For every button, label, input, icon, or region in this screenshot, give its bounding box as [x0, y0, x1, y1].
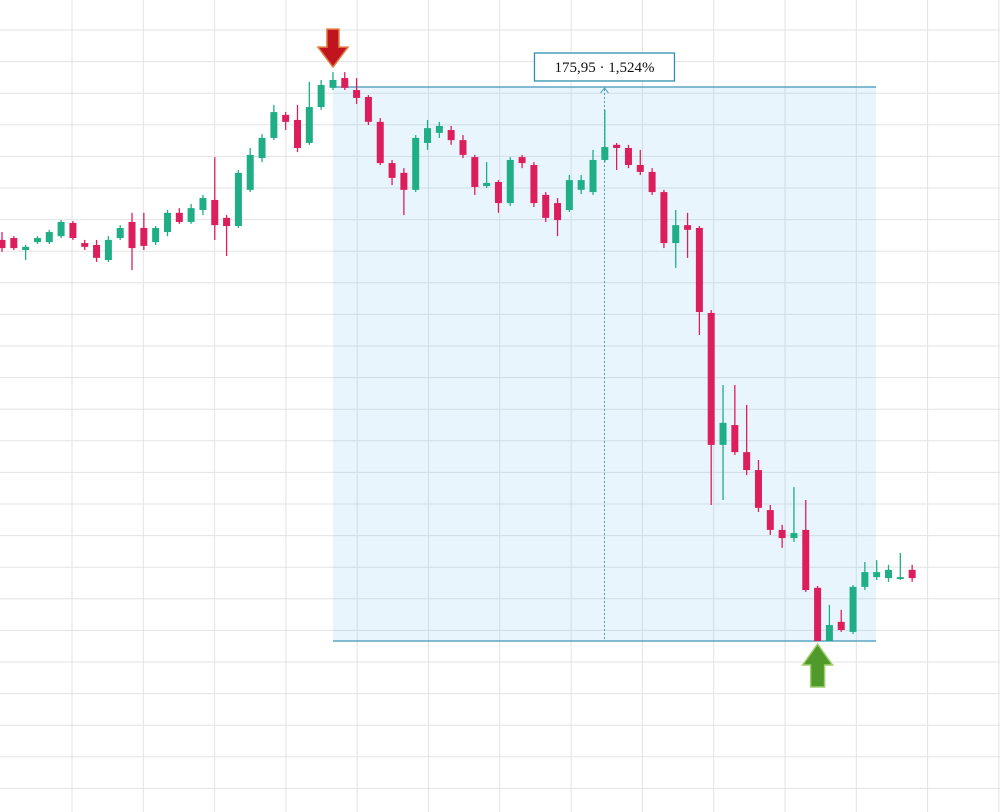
buy-arrow — [801, 642, 835, 688]
candle-body — [648, 171, 656, 193]
candle-body — [353, 90, 361, 98]
candle-body — [837, 621, 845, 631]
measure-area — [332, 86, 877, 641]
candle-body — [589, 159, 597, 193]
candle-body — [636, 164, 644, 172]
measure-label: 175,95 · 1,524% — [554, 60, 654, 76]
candle-body — [885, 569, 892, 579]
candle-body — [93, 244, 101, 258]
measure-label-box — [533, 52, 676, 82]
candle-body — [223, 217, 231, 227]
candle-body — [341, 78, 349, 88]
candle-body — [282, 114, 290, 122]
candle-body — [199, 198, 207, 211]
candle-body — [246, 154, 254, 190]
candle-body — [435, 125, 443, 133]
candle-body — [0, 239, 6, 249]
candle-body — [506, 159, 514, 204]
candle-body — [873, 572, 881, 578]
candle-body — [554, 203, 562, 221]
candle-body — [163, 212, 171, 233]
candle-body — [802, 529, 810, 591]
candle-body — [766, 510, 774, 530]
candle-body — [459, 140, 467, 155]
candle-body — [577, 180, 585, 190]
candle-body — [754, 470, 762, 508]
candle-body — [128, 221, 136, 249]
candle-body — [565, 180, 573, 211]
candle-body — [483, 182, 491, 187]
candle-body — [258, 137, 266, 159]
candle-body — [624, 147, 632, 165]
candle-body — [719, 422, 727, 445]
candle-body — [908, 569, 916, 579]
candle-body — [424, 128, 432, 143]
candle-body — [412, 137, 420, 190]
candle-body — [400, 172, 408, 190]
candle-body — [731, 425, 739, 453]
candles — [0, 72, 916, 642]
candle-body — [684, 225, 692, 230]
candle-body — [601, 147, 609, 160]
candle-body — [69, 222, 77, 239]
candle-body — [234, 172, 242, 227]
candle-body — [270, 112, 278, 138]
candle-body — [294, 119, 301, 148]
annotation: 175,95 · 1,524% — [316, 28, 835, 688]
candle-body — [814, 587, 822, 642]
candle-body — [22, 246, 30, 250]
candle-body — [447, 130, 455, 141]
candle-body — [672, 225, 680, 244]
candle-body — [104, 239, 112, 261]
candle-body — [790, 533, 798, 539]
candle-body — [211, 199, 219, 226]
candle-body — [329, 79, 337, 88]
candle-body — [388, 163, 396, 178]
candle-body — [825, 624, 833, 642]
candle-body — [317, 85, 325, 108]
candle-body — [849, 586, 857, 632]
candle-body — [305, 107, 313, 143]
candle-body — [778, 529, 786, 539]
candle-body — [116, 227, 124, 239]
candle-body — [707, 312, 715, 445]
candle-body — [896, 577, 904, 580]
candle-body — [152, 227, 160, 243]
sell-arrow — [316, 28, 350, 69]
candle-body — [542, 194, 550, 218]
candle-body — [494, 181, 502, 204]
candle-body — [376, 121, 384, 164]
candle-body — [140, 227, 148, 246]
candle-body — [364, 96, 372, 122]
candle-body — [175, 212, 183, 222]
candle-body — [33, 238, 41, 243]
candle-body — [861, 572, 869, 587]
candle-body — [471, 157, 479, 188]
candle-body — [530, 164, 538, 204]
candle-body — [81, 243, 89, 247]
candle-body — [57, 221, 65, 237]
measure-arrowhead — [600, 87, 609, 94]
candle-body — [187, 208, 195, 222]
candle-body — [518, 157, 526, 164]
measure-box — [332, 86, 877, 642]
candle-body — [660, 192, 668, 244]
candle-body — [743, 452, 751, 471]
candle-body — [613, 144, 621, 148]
candle-body — [45, 232, 53, 243]
candle-body — [695, 227, 703, 313]
candle-body — [10, 238, 18, 249]
